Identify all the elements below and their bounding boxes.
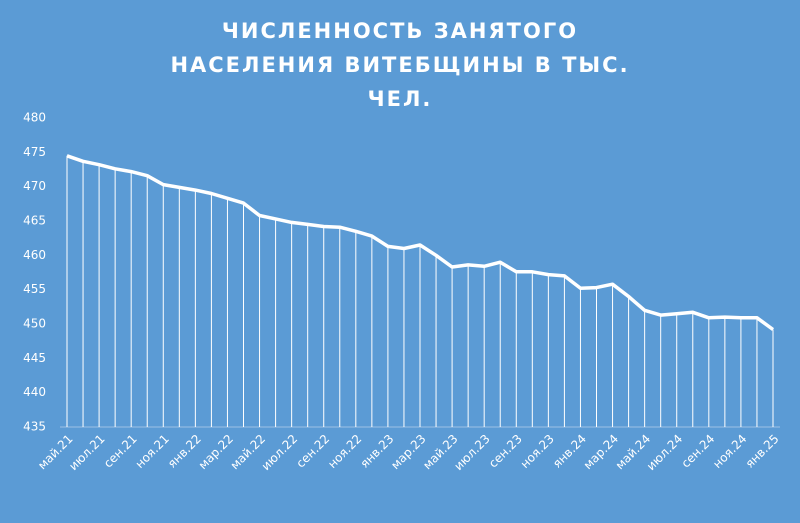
y-tick-label: 470 — [23, 179, 46, 193]
x-tick-label: ноя.24 — [710, 432, 749, 471]
x-tick-label: сен.23 — [486, 432, 525, 471]
y-tick-label: 440 — [23, 385, 46, 399]
y-tick-label: 475 — [23, 145, 46, 159]
x-tick-label: сен.24 — [679, 432, 718, 471]
x-tick-label: янв.25 — [743, 432, 782, 471]
x-tick-label: ноя.21 — [133, 432, 172, 471]
x-tick-label: ноя.22 — [325, 432, 364, 471]
y-tick-label: 460 — [23, 248, 46, 262]
x-tick-label: июл.24 — [644, 432, 685, 473]
y-tick-label: 465 — [23, 214, 46, 228]
x-tick-label: июл.23 — [451, 432, 492, 473]
y-tick-label: 435 — [23, 420, 46, 434]
chart-title: ЧИСЛЕННОСТЬ ЗАНЯТОГО НАСЕЛЕНИЯ ВИТЕБЩИНЫ… — [170, 19, 630, 111]
x-tick-label: сен.22 — [293, 432, 332, 471]
data-line — [66, 154, 775, 331]
x-tick-label: сен.21 — [101, 432, 140, 471]
y-tick-label: 450 — [23, 317, 46, 331]
y-tick-label: 480 — [23, 111, 46, 125]
x-tick-label: ноя.23 — [518, 432, 557, 471]
x-tick-label: июл.21 — [66, 432, 107, 473]
y-tick-label: 445 — [23, 351, 46, 365]
x-tick-label: июл.22 — [259, 432, 300, 473]
y-tick-label: 455 — [23, 282, 46, 296]
